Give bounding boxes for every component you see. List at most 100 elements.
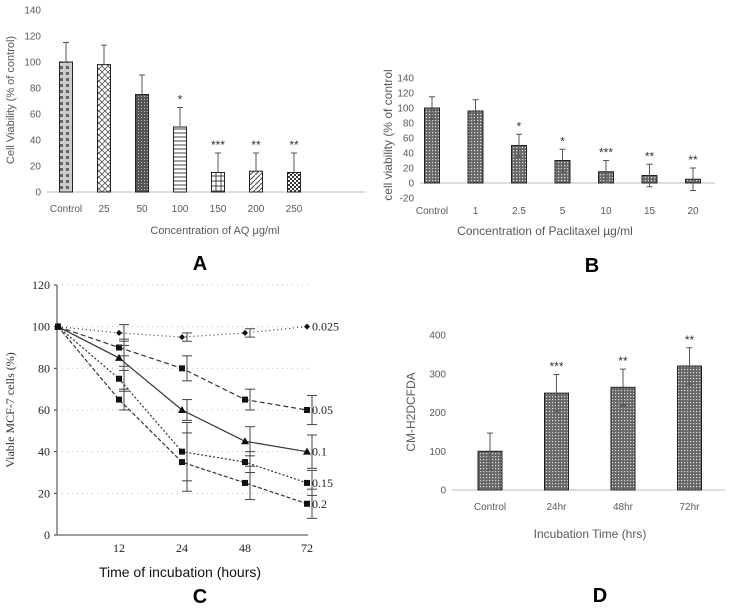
y-tick-label: 20 <box>30 162 42 173</box>
y-tick-label: 100 <box>397 104 414 115</box>
panel-label: D <box>593 585 607 607</box>
data-point <box>304 500 310 507</box>
x-axis-title: Incubation Time (hrs) <box>534 527 647 541</box>
x-tick-label: 72 <box>301 541 313 555</box>
y-tick-label: 80 <box>30 84 42 95</box>
x-tick-label: 150 <box>210 204 227 215</box>
y-tick-label: 20 <box>403 164 415 175</box>
panel-c: 0 20 40 60 80 100 120 12 24 48 72 0.025 0.05 0.1 0.15 0… <box>3 278 339 608</box>
y-tick-label: 80 <box>403 119 415 130</box>
x-tick-label: 200 <box>248 204 265 215</box>
significance-label: * <box>178 93 183 107</box>
y-tick-label: 40 <box>403 149 415 160</box>
bar <box>135 94 149 193</box>
data-point <box>304 407 310 413</box>
bar <box>287 172 301 193</box>
data-point <box>304 479 310 486</box>
data-point <box>303 447 311 455</box>
x-tick-label: 100 <box>172 204 189 215</box>
y-tick-label: 0 <box>440 486 446 497</box>
x-tick-label: 24 <box>176 541 188 555</box>
y-tick-label: 100 <box>429 447 446 458</box>
data-point <box>116 396 122 403</box>
y-tick-label: 140 <box>24 6 41 17</box>
bar <box>544 392 569 491</box>
x-tick-label: 48 <box>239 541 251 555</box>
significance-label: ** <box>251 138 261 152</box>
y-tick-label: 40 <box>30 136 42 147</box>
series-label: 0.15 <box>312 476 333 490</box>
series-label: 0.05 <box>312 403 333 417</box>
y-tick-label: 40 <box>38 445 50 459</box>
significance-label: *** <box>599 146 613 160</box>
panel-a: 0 20 40 60 80 100 120 140 Control 25 50 * 100 *** 150 *… <box>5 6 365 275</box>
data-point <box>55 323 61 330</box>
data-point <box>178 406 186 413</box>
y-tick-label: 20 <box>38 486 50 500</box>
y-axis-title: Cell Viability (% of control) <box>5 36 17 164</box>
panel-d: 0 100 200 300 400 Control *** 24hr ** 48hr ** 72hr I… <box>404 331 725 607</box>
y-axis-title: CM-H2DCFDA <box>404 372 418 451</box>
y-tick-label: 100 <box>24 58 41 69</box>
x-axis-title: Time of incubation (hours) <box>99 564 261 580</box>
x-tick-label: 24hr <box>546 502 567 513</box>
x-tick-label: 10 <box>600 206 612 217</box>
significance-label: * <box>560 134 565 148</box>
y-tick-label: 0 <box>44 528 50 542</box>
y-axis-title: Viable MCF-7 cells (%) <box>3 352 17 468</box>
significance-label: ** <box>645 149 655 163</box>
data-point <box>242 396 248 403</box>
data-point <box>242 329 248 336</box>
panel-label: A <box>193 253 207 275</box>
series-label: 0.2 <box>312 497 327 511</box>
data-point <box>116 344 122 351</box>
bar <box>97 64 111 193</box>
x-tick-label: 5 <box>560 206 566 217</box>
x-tick-label: 20 <box>687 206 699 217</box>
y-tick-label: 60 <box>30 110 42 121</box>
panel-b: -20 0 20 40 60 80 100 120 140 Control 1 * 2.5 * 5 *** 10… <box>381 69 715 277</box>
bar <box>173 126 187 193</box>
x-tick-label: 72hr <box>679 502 700 513</box>
y-axis-title: cell viability (% of control <box>381 69 395 200</box>
x-tick-label: 1 <box>473 206 479 217</box>
bar <box>249 170 263 193</box>
significance-label: ** <box>618 354 628 368</box>
bar <box>677 365 702 491</box>
significance-label: ** <box>685 333 695 347</box>
series-label: 0.025 <box>312 320 339 334</box>
y-tick-label: 120 <box>397 89 414 100</box>
data-point <box>179 448 185 455</box>
significance-label: *** <box>211 138 225 152</box>
series-line <box>57 326 308 505</box>
y-tick-label: 300 <box>429 369 446 380</box>
y-tick-label: 60 <box>403 134 415 145</box>
y-tick-label: 120 <box>24 32 41 43</box>
significance-label: *** <box>549 360 563 374</box>
y-tick-label: -20 <box>400 194 415 205</box>
data-point <box>304 323 310 330</box>
x-tick-label: Control <box>416 206 448 217</box>
data-point <box>179 365 185 372</box>
data-point <box>179 334 185 341</box>
y-tick-label: 60 <box>38 403 50 417</box>
x-tick-label: Control <box>474 502 506 513</box>
bar <box>211 172 225 193</box>
y-tick-label: 200 <box>429 408 446 419</box>
data-point <box>116 329 122 336</box>
significance-label: ** <box>289 138 299 152</box>
data-point <box>242 459 248 466</box>
y-tick-label: 400 <box>429 331 446 342</box>
x-tick-label: 25 <box>98 204 110 215</box>
y-tick-label: 100 <box>32 320 50 334</box>
series-label: 0.1 <box>312 445 327 459</box>
y-tick-label: 140 <box>397 74 414 85</box>
y-tick-label: 0 <box>35 188 41 199</box>
x-tick-label: Control <box>50 204 82 215</box>
bar <box>59 61 73 193</box>
x-tick-label: 2.5 <box>512 206 526 217</box>
x-tick-label: 50 <box>136 204 148 215</box>
panel-label: B <box>585 255 599 277</box>
